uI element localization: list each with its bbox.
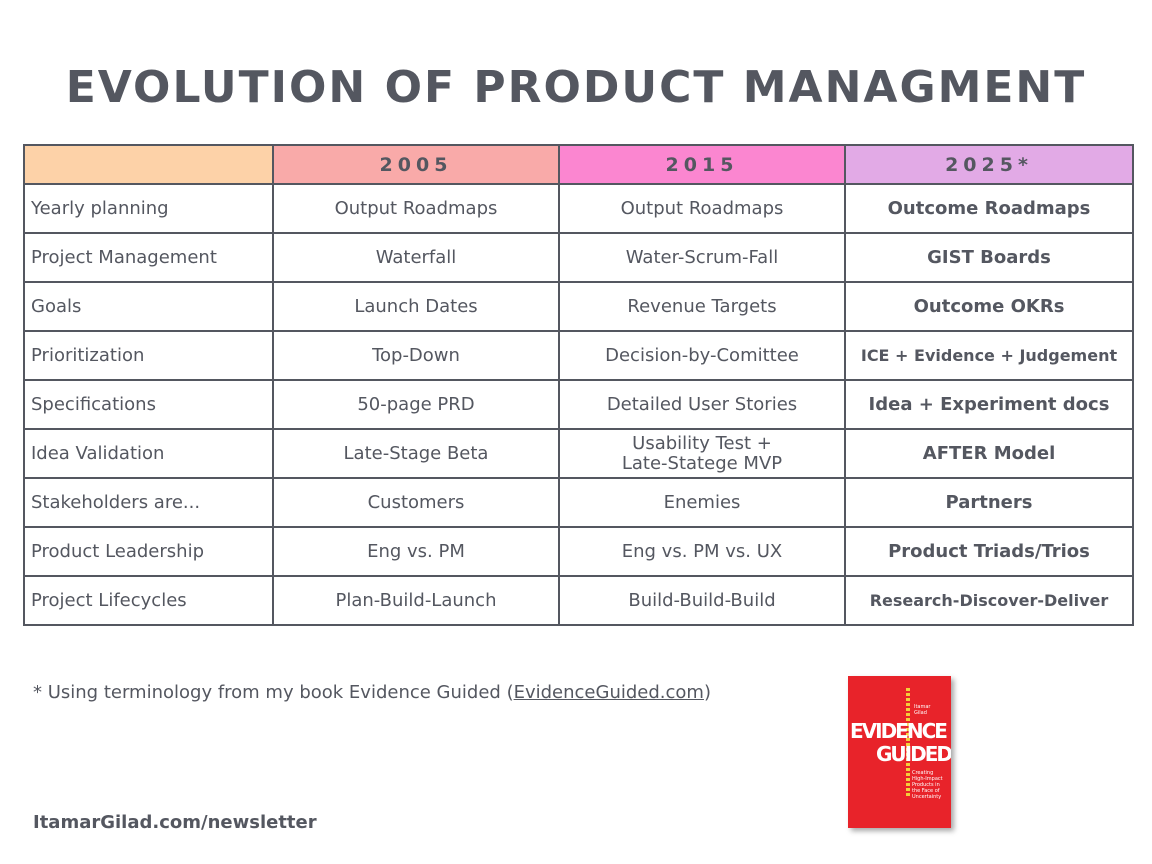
- cell-2015-line2: Late-Statege MVP: [621, 452, 783, 474]
- cell-2015: Revenue Targets: [558, 281, 846, 332]
- row-label: Goals: [23, 281, 274, 332]
- evidence-guided-link[interactable]: EvidenceGuided.com: [513, 682, 704, 703]
- cell-2005: Eng vs. PM: [272, 526, 560, 577]
- book-author-first: Itamar: [914, 704, 931, 710]
- cell-2025: GIST Boards: [844, 232, 1134, 283]
- row-label: Yearly planning: [23, 183, 274, 234]
- cell-2015: Build-Build-Build: [558, 575, 846, 626]
- cell-2025: ICE + Evidence + Judgement: [844, 330, 1134, 381]
- header-blank: [23, 144, 274, 185]
- footnote-text: * Using terminology from my book Evidenc…: [33, 682, 514, 703]
- newsletter-url: ItamarGilad.com/newsletter: [33, 812, 317, 833]
- table-row: Yearly planning Output Roadmaps Output R…: [23, 183, 1134, 234]
- cell-2005: Customers: [272, 477, 560, 528]
- cell-2025: Research-Discover-Deliver: [844, 575, 1134, 626]
- evolution-table: 2005 2015 2025* Yearly planning Output R…: [23, 144, 1134, 626]
- header-2005: 2005: [272, 144, 560, 185]
- book-author: Itamar Gilad: [914, 704, 931, 716]
- cell-2025: Idea + Experiment docs: [844, 379, 1134, 430]
- cell-2015: Enemies: [558, 477, 846, 528]
- row-label: Prioritization: [23, 330, 274, 381]
- cell-2025: Product Triads/Trios: [844, 526, 1134, 577]
- table-row: Project Lifecycles Plan-Build-Launch Bui…: [23, 575, 1134, 626]
- table-row: Stakeholders are... Customers Enemies Pa…: [23, 477, 1134, 528]
- cell-2005: 50-page PRD: [272, 379, 560, 430]
- table-row: Project Management Waterfall Water-Scrum…: [23, 232, 1134, 283]
- cell-2015-line1: Usability Test +: [632, 432, 772, 454]
- cell-2025: Outcome Roadmaps: [844, 183, 1134, 234]
- row-label: Idea Validation: [23, 428, 274, 479]
- cell-2005: Top-Down: [272, 330, 560, 381]
- header-2025: 2025*: [844, 144, 1134, 185]
- cell-2005: Output Roadmaps: [272, 183, 560, 234]
- book-title-line2: GUIDED: [876, 742, 951, 766]
- book-author-last: Gilad: [914, 710, 927, 716]
- cell-2015: Detailed User Stories: [558, 379, 846, 430]
- cell-2005: Launch Dates: [272, 281, 560, 332]
- cell-2005: Plan-Build-Launch: [272, 575, 560, 626]
- table-header-row: 2005 2015 2025*: [23, 144, 1134, 185]
- cell-2025: Partners: [844, 477, 1134, 528]
- cell-2015: Usability Test + Late-Statege MVP: [558, 428, 846, 479]
- book-title-line1: EVIDENCE: [850, 719, 948, 743]
- cell-2015: Output Roadmaps: [558, 183, 846, 234]
- cell-2025: Outcome OKRs: [844, 281, 1134, 332]
- cell-2015: Eng vs. PM vs. UX: [558, 526, 846, 577]
- header-2015: 2015: [558, 144, 846, 185]
- cell-2005: Waterfall: [272, 232, 560, 283]
- row-label: Product Leadership: [23, 526, 274, 577]
- cell-2025: AFTER Model: [844, 428, 1134, 479]
- table-row: Specifications 50-page PRD Detailed User…: [23, 379, 1134, 430]
- page-title: EVOLUTION OF PRODUCT MANAGMENT: [65, 62, 1087, 113]
- cell-2005: Late-Stage Beta: [272, 428, 560, 479]
- book-cover-image: Itamar Gilad EVIDENCE GUIDED Creating Hi…: [848, 676, 951, 828]
- cell-2015: Decision-by-Comittee: [558, 330, 846, 381]
- footnote: * Using terminology from my book Evidenc…: [33, 682, 711, 703]
- table-row: Prioritization Top-Down Decision-by-Comi…: [23, 330, 1134, 381]
- table-row: Idea Validation Late-Stage Beta Usabilit…: [23, 428, 1134, 479]
- table-row: Product Leadership Eng vs. PM Eng vs. PM…: [23, 526, 1134, 577]
- footnote-close: ): [703, 682, 711, 703]
- table-row: Goals Launch Dates Revenue Targets Outco…: [23, 281, 1134, 332]
- row-label: Project Management: [23, 232, 274, 283]
- ruler-graphic: [906, 688, 910, 796]
- row-label: Project Lifecycles: [23, 575, 274, 626]
- book-subtitle: Creating High-Impact Products in the Fac…: [912, 770, 943, 800]
- row-label: Specifications: [23, 379, 274, 430]
- cell-2015: Water-Scrum-Fall: [558, 232, 846, 283]
- row-label: Stakeholders are...: [23, 477, 274, 528]
